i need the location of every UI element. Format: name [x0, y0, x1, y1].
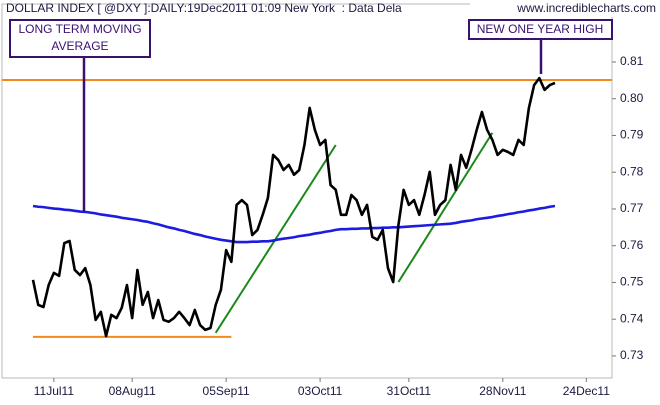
x-tick-label: 11Jul11 — [34, 384, 75, 398]
annotation-text: NEW ONE YEAR HIGH — [477, 22, 603, 36]
series-line — [32, 204, 556, 244]
axis-layer: 0.73 0.74 0.75 0.76 0.77 0.78 0.79 0.80 0.81 11Ju… — [34, 54, 644, 398]
y-tick-label: 0.77 — [620, 201, 644, 215]
y-tick-label: 0.78 — [620, 164, 644, 178]
x-tick-label: 31Oct11 — [387, 384, 432, 398]
y-tick-label: 0.81 — [620, 54, 644, 68]
annotation-text: LONG TERM MOVING — [18, 22, 141, 36]
y-tick-label: 0.74 — [620, 311, 644, 325]
y-tick-label: 0.73 — [620, 348, 644, 362]
x-tick-label: 08Aug11 — [109, 384, 156, 398]
x-tick-label: 03Oct11 — [298, 384, 343, 398]
series-line — [31, 76, 556, 338]
x-tick-label: 24Dec11 — [563, 384, 610, 398]
source-url: www.incrediblecharts.com — [516, 1, 656, 15]
marks-layer — [2, 76, 612, 338]
annotation-text: AVERAGE — [51, 39, 108, 53]
chart-title: DOLLAR INDEX [ @DXY ]:DAILY:19Dec2011 01… — [6, 1, 402, 15]
x-tick-label: 28Nov11 — [479, 384, 526, 398]
y-tick-label: 0.80 — [620, 91, 644, 105]
source-background — [470, 0, 660, 17]
y-tick-label: 0.75 — [620, 275, 644, 289]
y-tick-label: 0.79 — [620, 128, 644, 142]
y-tick-label: 0.76 — [620, 238, 644, 252]
x-tick-label: 05Sep11 — [203, 384, 250, 398]
annotation-box — [9, 19, 151, 58]
annotation-box — [468, 19, 613, 40]
trend-line — [397, 132, 494, 283]
